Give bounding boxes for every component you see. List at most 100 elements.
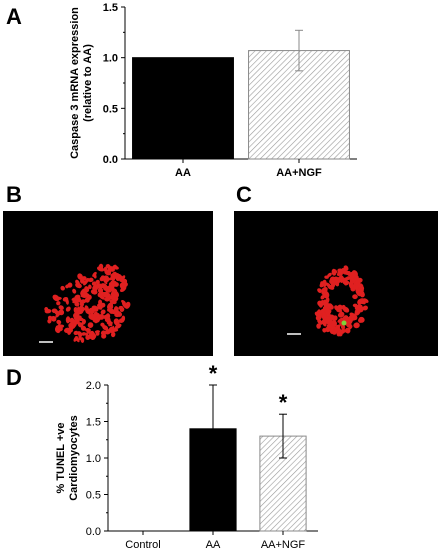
nucleus [316, 323, 321, 329]
nucleus [106, 285, 111, 291]
nucleus [72, 288, 77, 294]
nucleus [87, 322, 94, 328]
nucleus [324, 275, 329, 279]
nucleus [361, 300, 366, 305]
nucleus [95, 279, 100, 285]
nucleus [324, 326, 331, 333]
nucleus [92, 317, 100, 323]
nucleus [119, 282, 126, 290]
nucleus [97, 303, 104, 309]
nucleus [114, 323, 122, 330]
nucleus [97, 287, 104, 294]
nucleus [81, 288, 88, 294]
nucleus [60, 285, 65, 291]
nucleus [352, 303, 358, 308]
y-tick-label: 1.0 [86, 453, 101, 465]
nucleus [359, 292, 365, 298]
nucleus [334, 305, 339, 311]
nucleus [337, 318, 344, 323]
nucleus [119, 275, 123, 281]
micrograph-c-image [287, 265, 369, 337]
nucleus [88, 284, 92, 290]
nucleus [69, 317, 75, 324]
nucleus [118, 305, 124, 310]
nucleus [92, 285, 98, 292]
nucleus [100, 309, 106, 315]
y-axis-label: (relative to AA) [82, 44, 94, 122]
nucleus [84, 332, 89, 337]
nucleus [67, 282, 73, 288]
nucleus [74, 319, 80, 325]
nucleus [81, 332, 86, 336]
nucleus [103, 314, 109, 320]
nucleus [100, 275, 107, 281]
nucleus [354, 283, 363, 288]
nucleus [44, 307, 49, 312]
nucleus [342, 306, 350, 313]
nucleus [353, 322, 360, 329]
nucleus [58, 309, 65, 316]
nucleus [79, 305, 85, 311]
panel-label-c: C [236, 182, 252, 207]
nucleus [327, 303, 333, 308]
nucleus [362, 305, 368, 311]
x-tick-label: AA+NGF [261, 539, 306, 550]
nucleus [357, 287, 364, 293]
nucleus [345, 276, 351, 281]
significance-marker: * [279, 390, 288, 415]
nucleus [65, 316, 71, 324]
nucleus [108, 319, 113, 327]
nucleus [109, 328, 114, 334]
nucleus [80, 337, 85, 343]
micrograph-b-image [39, 263, 131, 343]
nucleus [358, 318, 363, 323]
nucleus [326, 316, 332, 323]
nucleus [98, 293, 105, 300]
x-tick-label: AA+NGF [276, 167, 322, 179]
nucleus [95, 331, 100, 336]
nucleus [348, 281, 354, 289]
panel-label-d: D [6, 365, 22, 390]
micrograph-b [3, 211, 213, 356]
nucleus [324, 307, 329, 312]
nucleus [102, 325, 109, 331]
y-tick-label: 0.5 [103, 103, 118, 115]
nucleus [77, 273, 83, 280]
nucleus [322, 299, 328, 306]
nucleus [356, 306, 360, 312]
nucleus [332, 315, 338, 322]
y-axis-label: Caspase 3 mRNA expression [69, 7, 81, 159]
nucleus [329, 328, 335, 334]
y-axis-label: Cardiomyocytes [68, 415, 80, 501]
x-tick-label: AA [175, 167, 191, 179]
x-tick-label: AA [206, 539, 221, 550]
nucleus [327, 284, 335, 290]
nucleus [80, 293, 89, 298]
nucleus [349, 271, 356, 278]
nucleus [107, 267, 113, 273]
nucleus [86, 329, 91, 334]
nucleus [72, 299, 80, 304]
nucleus [352, 294, 358, 300]
x-tick-label: Control [125, 539, 160, 550]
nucleus [341, 327, 345, 334]
nucleus [337, 270, 343, 276]
nucleus [111, 274, 117, 281]
nucleus [333, 269, 338, 274]
nucleus [317, 300, 323, 306]
nucleus [81, 320, 86, 325]
nucleus [91, 281, 97, 286]
nucleus [321, 286, 328, 293]
nucleus [317, 288, 323, 293]
nucleus [58, 305, 64, 310]
nucleus [321, 279, 327, 286]
nucleus [121, 301, 128, 309]
nucleus [73, 330, 79, 336]
nucleus [89, 307, 95, 313]
nucleus [56, 301, 61, 306]
nucleus [95, 283, 103, 288]
nucleus [84, 306, 88, 311]
nucleus [65, 306, 71, 312]
nucleus [113, 291, 120, 298]
nucleus [342, 315, 349, 322]
